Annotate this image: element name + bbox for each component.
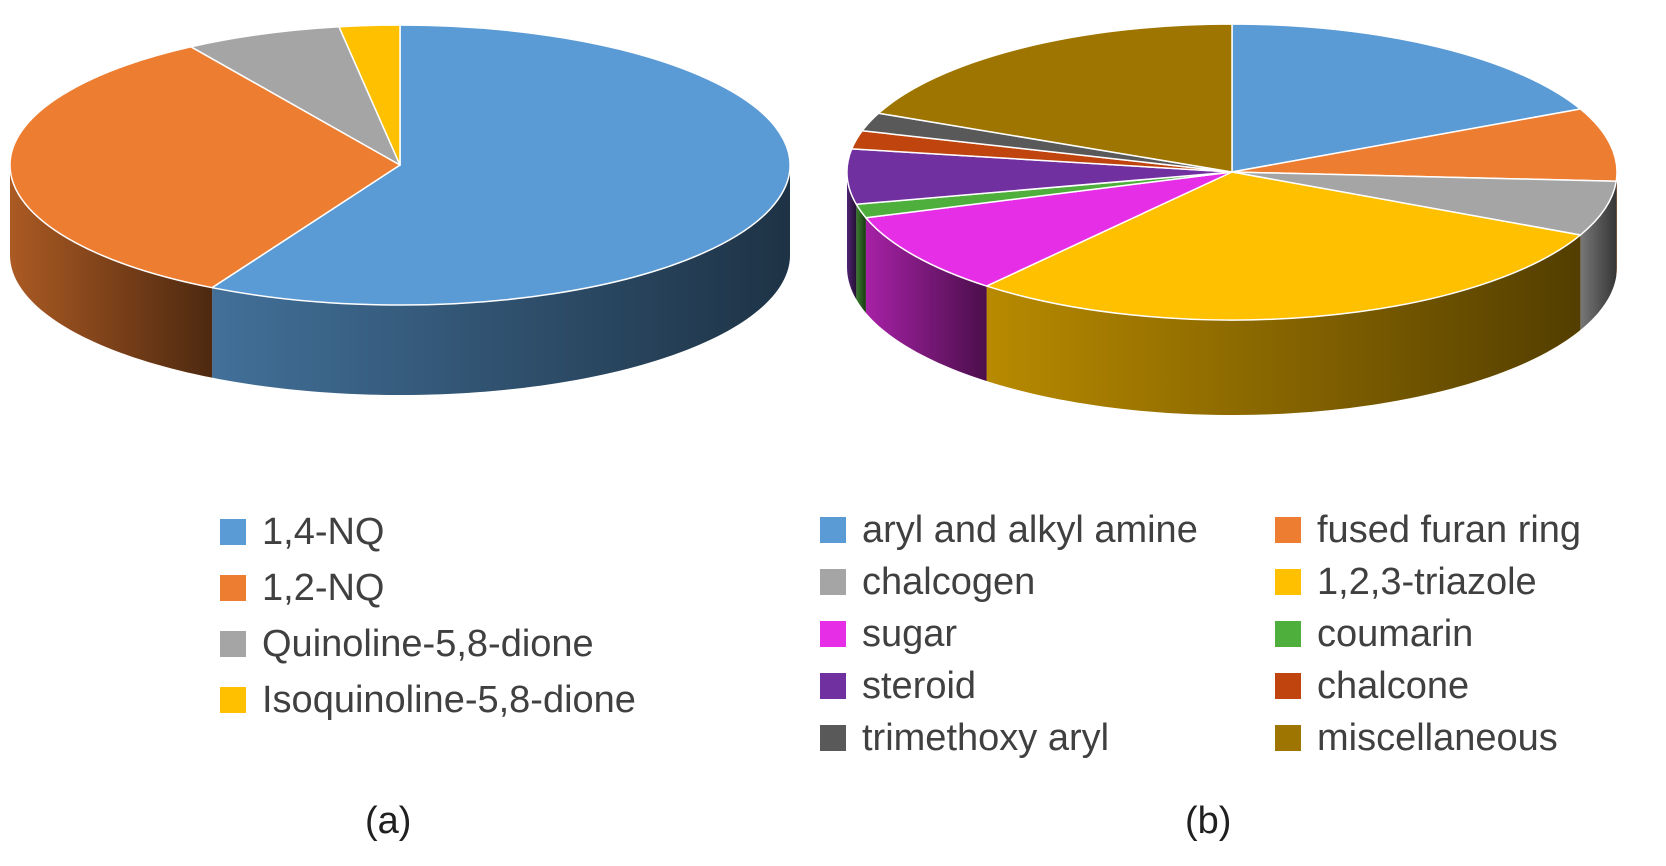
pie-a-legend-item-1-2-nq: 1,2-NQ xyxy=(220,566,384,610)
pie-b-legend-item-coumarin: coumarin xyxy=(1275,612,1473,656)
pie-b-legend-swatch-coumarin xyxy=(1275,621,1301,647)
pie-b-legend-label-fused-furan-ring: fused furan ring xyxy=(1317,509,1582,551)
pie-a-legend-swatch-quinoline-5-8-dione xyxy=(220,631,246,657)
panel-label-a: (a) xyxy=(365,800,412,842)
pie-a-legend-item-quinoline-5-8-dione: Quinoline-5,8-dione xyxy=(220,622,594,666)
pie-b-legend-swatch-chalcogen xyxy=(820,569,846,595)
pie-a-legend-swatch-1-2-nq xyxy=(220,575,246,601)
pie-a-legend-label-1-2-nq: 1,2-NQ xyxy=(262,567,385,609)
pie-b-side-shade-chalcogen xyxy=(1580,181,1617,331)
pie-b-legend-swatch-miscellaneous xyxy=(1275,725,1301,751)
pie-a-slice-1-2-nq xyxy=(9,46,401,289)
pie-b-legend-label-trimethoxy-aryl: trimethoxy aryl xyxy=(862,717,1110,759)
pie-b-legend-label-miscellaneous: miscellaneous xyxy=(1317,717,1558,759)
pie-b-legend-swatch-fused-furan-ring xyxy=(1275,517,1301,543)
pie-b-legend-item-aryl-and-alkyl-amine: aryl and alkyl amine xyxy=(820,508,1198,552)
pie-b-legend-swatch-chalcone xyxy=(1275,673,1301,699)
pie-a-side-shade-1-4-nq xyxy=(212,165,790,395)
pie-chart-b xyxy=(846,23,1618,415)
pie-b-legend-label-chalcone: chalcone xyxy=(1317,665,1470,707)
pie-b-side-shade-sugar xyxy=(865,217,987,382)
pie-a-legend-item-1-4-nq: 1,4-NQ xyxy=(220,510,384,554)
pie-a-legend-label-1-4-nq: 1,4-NQ xyxy=(262,511,385,553)
pie-b-legend-swatch-steroid xyxy=(820,673,846,699)
pie-a-legend-item-isoquinoline-5-8-dione: Isoquinoline-5,8-dione xyxy=(220,678,636,722)
pie-a-side-shade-1-2-nq xyxy=(10,165,213,378)
pie-b-legend-swatch-sugar xyxy=(820,621,846,647)
pie-b-slice-miscellaneous xyxy=(877,23,1233,173)
pie-a-legend-swatch-isoquinoline-5-8-dione xyxy=(220,687,246,713)
pie-b-side-shade-1-2-3-triazole xyxy=(986,235,1581,415)
pie-b-legend-swatch-aryl-and-alkyl-amine xyxy=(820,517,846,543)
panel-label-b: (b) xyxy=(1185,800,1232,842)
pie-b-legend-label-steroid: steroid xyxy=(862,665,977,707)
pie-b-legend-swatch-trimethoxy-aryl xyxy=(820,725,846,751)
pie-b-legend-item-chalcone: chalcone xyxy=(1275,664,1469,708)
pie-a-slice-1-4-nq xyxy=(211,24,791,306)
pie-b-legend-item-fused-furan-ring: fused furan ring xyxy=(1275,508,1581,552)
pie-b-slice-aryl-and-alkyl-amine xyxy=(1231,23,1582,173)
pie-chart-a xyxy=(9,24,791,395)
pie-b-side-shade-steroid xyxy=(847,172,857,300)
pie-b-legend-item-chalcogen: chalcogen xyxy=(820,560,1035,604)
pie-b-legend-swatch-1-2-3-triazole xyxy=(1275,569,1301,595)
pie-b-legend-label-1-2-3-triazole: 1,2,3-triazole xyxy=(1317,561,1537,603)
pie-b-slice-chalcogen xyxy=(1231,171,1617,236)
pie-b-legend-label-chalcogen: chalcogen xyxy=(862,561,1036,603)
pie-b-legend-label-coumarin: coumarin xyxy=(1317,613,1474,655)
pie-a-legend-label-isoquinoline-5-8-dione: Isoquinoline-5,8-dione xyxy=(262,679,636,721)
pie-b-legend-item-sugar: sugar xyxy=(820,612,957,656)
pie-a-slice-quinoline-5-8-dione xyxy=(190,25,401,166)
pie-b-slice-sugar xyxy=(865,171,1233,287)
pie-b-slice-steroid xyxy=(846,148,1233,206)
pie-b-side-shade-fused-furan-ring xyxy=(1616,172,1617,277)
pie-b-legend-item-miscellaneous: miscellaneous xyxy=(1275,716,1558,760)
pie-b-legend-item-1-2-3-triazole: 1,2,3-triazole xyxy=(1275,560,1537,604)
pie-b-legend-item-trimethoxy-aryl: trimethoxy aryl xyxy=(820,716,1109,760)
pie-b-legend-item-steroid: steroid xyxy=(820,664,976,708)
pie-b-slice-fused-furan-ring xyxy=(1231,108,1618,183)
pie-a-legend-label-quinoline-5-8-dione: Quinoline-5,8-dione xyxy=(262,623,594,665)
pie-b-slice-1-2-3-triazole xyxy=(985,171,1582,321)
pie-a-legend-swatch-1-4-nq xyxy=(220,519,246,545)
pie-b-legend-label-sugar: sugar xyxy=(862,613,958,655)
pie-a-slice-isoquinoline-5-8-dione xyxy=(338,24,401,166)
pie-b-legend-label-aryl-and-alkyl-amine: aryl and alkyl amine xyxy=(862,509,1198,551)
pie-b-side-shade-coumarin xyxy=(856,204,866,313)
